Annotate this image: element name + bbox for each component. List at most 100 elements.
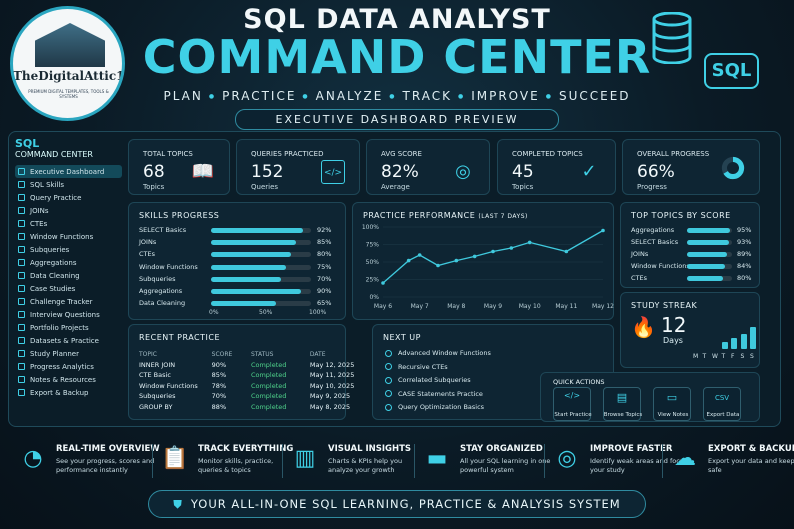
skill-track bbox=[211, 228, 311, 233]
practice-performance-panel: PRACTICE PERFORMANCE (LAST 7 DAYS) 0% 25%… bbox=[352, 202, 614, 320]
notes-icon bbox=[18, 376, 25, 383]
table-row[interactable]: Window Functions 78% Completed May 10, 2025 bbox=[139, 381, 359, 392]
sidebar-item-ctes[interactable]: CTEs bbox=[15, 217, 122, 230]
sidebar-item-data-cleaning[interactable]: Data Cleaning bbox=[15, 269, 122, 282]
next-up-item[interactable]: Query Optimization Basics bbox=[385, 403, 484, 411]
sidebar-item-subqueries[interactable]: Subqueries bbox=[15, 243, 122, 256]
bottom-banner: ⛊ YOUR ALL-IN-ONE SQL LEARNING, PRACTICE … bbox=[148, 490, 646, 518]
streak-day-label: M bbox=[693, 353, 699, 360]
series-line bbox=[382, 229, 604, 284]
table-row[interactable]: GROUP BY 88% Completed May 8, 2025 bbox=[139, 402, 359, 413]
sidebar-item-joins[interactable]: JOINs bbox=[15, 204, 122, 217]
kpi-label: COMPLETED TOPICS bbox=[512, 150, 583, 158]
kpi-label: TOTAL TOPICS bbox=[143, 150, 193, 158]
skill-row: Subqueries 70% bbox=[139, 274, 331, 285]
aggregation-icon bbox=[18, 259, 25, 266]
feature-desc: Identify weak areas and focus your study bbox=[590, 457, 688, 474]
table-cell: Subqueries bbox=[139, 392, 176, 401]
sidebar-item-case-studies[interactable]: Case Studies bbox=[15, 282, 122, 295]
kpi-value: 66% bbox=[637, 162, 675, 182]
data-point bbox=[491, 249, 495, 254]
next-up-label: Query Optimization Basics bbox=[398, 403, 485, 411]
top-topic-row: Window Functions 84% bbox=[631, 261, 756, 272]
data-point bbox=[454, 258, 459, 263]
streak-bar bbox=[750, 327, 756, 349]
table-cell: INNER JOIN bbox=[139, 360, 176, 369]
next-up-item[interactable]: Advanced Window Functions bbox=[385, 349, 491, 357]
sidebar-item-portfolio-projects[interactable]: Portfolio Projects bbox=[15, 321, 122, 334]
sidebar-item-sql-skills[interactable]: SQL Skills bbox=[15, 178, 122, 191]
sidebar-item-label: SQL Skills bbox=[30, 180, 65, 189]
streak-day-label: S bbox=[750, 353, 754, 360]
chart-title: PRACTICE PERFORMANCE (LAST 7 DAYS) bbox=[363, 211, 528, 220]
page-headline: COMMAND CENTER bbox=[142, 30, 652, 84]
sidebar-item-study-planner[interactable]: Study Planner bbox=[15, 347, 122, 360]
sidebar-item-notes-resources[interactable]: Notes & Resources bbox=[15, 373, 122, 386]
streak-day-label: F bbox=[731, 353, 735, 360]
challenge-icon bbox=[18, 298, 25, 305]
sidebar-item-label: Datasets & Practice bbox=[30, 336, 99, 345]
sidebar-item-window-functions[interactable]: Window Functions bbox=[15, 230, 122, 243]
table-row[interactable]: CTE Basic 85% Completed May 11, 2025 bbox=[139, 370, 359, 381]
data-point bbox=[527, 240, 532, 245]
next-up-item[interactable]: CASE Statements Practice bbox=[385, 390, 483, 398]
skill-name: CTEs bbox=[139, 250, 156, 259]
streak-day-label: T bbox=[721, 353, 726, 360]
table-row[interactable]: INNER JOIN 90% Completed May 12, 2025 bbox=[139, 360, 359, 371]
sidebar-item-progress-analytics[interactable]: Progress Analytics bbox=[15, 360, 122, 373]
skills-progress-panel: SKILLS PROGRESS SELECT Basics 92% JOINs 85%… bbox=[128, 202, 346, 320]
skill-bar bbox=[211, 240, 296, 246]
table-cell: Completed bbox=[250, 360, 287, 369]
sidebar-item-label: Window Functions bbox=[30, 232, 94, 241]
column-header: SCORE bbox=[211, 350, 233, 358]
skill-percent: 75% bbox=[317, 262, 332, 271]
next-up-item[interactable]: Recursive CTEs bbox=[385, 363, 448, 371]
tagline-word: SUCCEED bbox=[558, 89, 631, 103]
quick-action-start-practice[interactable]: </> Start Practice bbox=[553, 387, 592, 421]
topic-percent: 93% bbox=[737, 238, 752, 246]
topic-bar bbox=[687, 276, 723, 281]
target-icon: ◎ bbox=[455, 161, 471, 182]
brand-logo: TheDigitalAttic1 PREMIUM DIGITAL TEMPLAT… bbox=[10, 6, 125, 121]
sidebar-item-datasets-practice[interactable]: Datasets & Practice bbox=[15, 334, 122, 347]
table-cell: May 9, 2025 bbox=[309, 392, 351, 401]
skill-row: SELECT Basics 92% bbox=[139, 225, 331, 236]
sidebar-item-export-backup[interactable]: Export & Backup bbox=[15, 386, 122, 399]
streak-value: 12 bbox=[661, 313, 687, 337]
sidebar-item-aggregations[interactable]: Aggregations bbox=[15, 256, 122, 269]
sidebar-item-query-practice[interactable]: Query Practice bbox=[15, 191, 122, 204]
quick-action-view-notes[interactable]: ▭ View Notes bbox=[653, 387, 691, 421]
quick-action-browse-topics[interactable]: ▤ Browse Topics bbox=[603, 387, 642, 421]
topic-bar bbox=[687, 240, 729, 245]
data-point bbox=[406, 258, 411, 263]
quick-action-label: Export Data bbox=[706, 412, 740, 418]
divider bbox=[414, 444, 415, 478]
top-topics-title: TOP TOPICS BY SCORE bbox=[631, 211, 731, 220]
chart-subtitle: (LAST 7 DAYS) bbox=[478, 213, 528, 220]
quick-action-export-data[interactable]: CSV Export Data bbox=[703, 387, 741, 421]
topic-name: JOINs bbox=[631, 250, 649, 258]
skill-track bbox=[211, 264, 311, 270]
topic-name: Aggregations bbox=[631, 226, 675, 234]
window-icon bbox=[18, 233, 25, 240]
next-up-item[interactable]: Correlated Subqueries bbox=[385, 376, 471, 384]
recent-title: RECENT PRACTICE bbox=[139, 333, 221, 342]
axis-100: 100% bbox=[309, 309, 327, 316]
divider bbox=[152, 444, 153, 478]
next-up-label: Advanced Window Functions bbox=[398, 349, 491, 357]
table-cell: 88% bbox=[211, 402, 227, 411]
sidebar-item-challenge-tracker[interactable]: Challenge Tracker bbox=[15, 295, 122, 308]
skills-title: SKILLS PROGRESS bbox=[139, 211, 220, 220]
table-row[interactable]: Subqueries 70% Completed May 9, 2025 bbox=[139, 391, 359, 402]
case-icon bbox=[18, 285, 25, 292]
portfolio-icon bbox=[18, 324, 25, 331]
sidebar-item-executive-dashboard[interactable]: Executive Dashboard bbox=[15, 165, 122, 178]
analytics-icon bbox=[18, 363, 25, 370]
streak-bar bbox=[721, 342, 728, 349]
sidebar-item-label: Export & Backup bbox=[30, 388, 89, 397]
feature-title: STAY ORGANIZED bbox=[460, 444, 543, 454]
kpi-value: 68 bbox=[143, 162, 165, 182]
streak-day-label: S bbox=[740, 353, 745, 360]
table-cell: Window Functions bbox=[139, 381, 198, 390]
sidebar-item-interview-questions[interactable]: Interview Questions bbox=[15, 308, 122, 321]
